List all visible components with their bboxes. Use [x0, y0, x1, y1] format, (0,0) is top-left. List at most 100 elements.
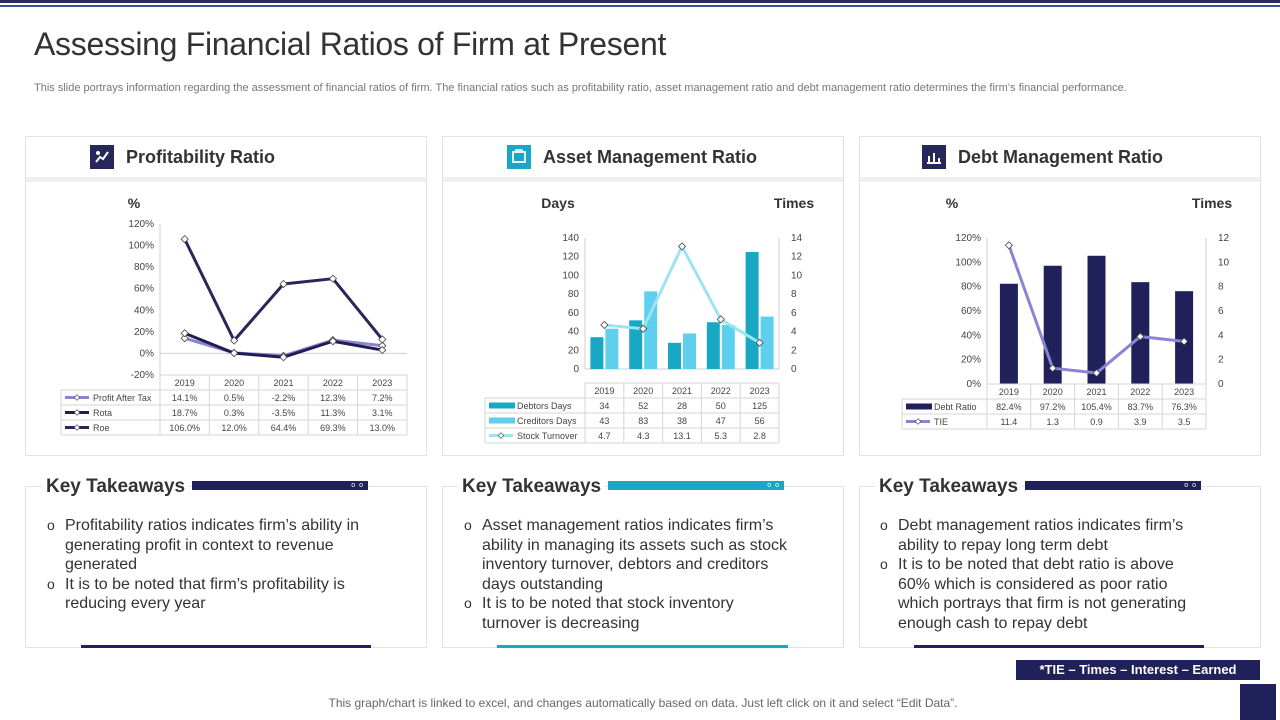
data-label: 13.0% — [370, 423, 396, 433]
data-point-tie — [1136, 332, 1145, 341]
data-point-rota — [378, 345, 387, 355]
data-label: 47 — [716, 416, 726, 426]
category-label: 2019 — [999, 387, 1019, 397]
panel-title: Debt Management Ratio — [958, 147, 1164, 167]
data-label: 28 — [677, 401, 687, 411]
y2-tick-label: 2 — [1218, 355, 1224, 366]
data-point-tie — [1179, 337, 1189, 346]
y-tick-label: 120% — [955, 233, 981, 244]
panel-header: Profitability Ratio — [26, 137, 426, 182]
bar-creditors-days — [760, 316, 774, 369]
takeaways-underline — [497, 645, 788, 648]
y-axis-label: % — [946, 195, 959, 211]
bar-debt-ratio — [999, 283, 1018, 384]
data-label: -2.2% — [272, 393, 296, 403]
y-tick-label: 120 — [562, 252, 579, 263]
series-line-roe — [183, 238, 384, 342]
category-label: 2020 — [224, 378, 244, 388]
legend-label: Creditors Days — [517, 416, 577, 426]
data-label: 64.4% — [271, 423, 297, 433]
profitability-chart[interactable]: % 120% 100% 80% 60% 40% 20% 0% -20% 2019 2020 2021 2… — [26, 137, 426, 455]
bar-creditors-days — [721, 325, 735, 369]
bar-debtors-days — [668, 342, 681, 369]
data-label: 76.3% — [1171, 402, 1197, 412]
data-label: 13.1 — [673, 431, 691, 441]
y-tick-label: 80 — [568, 289, 580, 300]
bar-creditors-days — [644, 291, 658, 369]
data-label: 0.9 — [1090, 417, 1103, 427]
takeaways-title: Key Takeaways — [458, 476, 606, 498]
y2-tick-label: 2 — [791, 345, 797, 356]
data-point-stock-turnover — [639, 324, 648, 333]
takeaways-underline — [81, 645, 371, 648]
panel-header: Debt Management Ratio — [860, 137, 1260, 182]
y2-tick-label: 4 — [1218, 330, 1224, 341]
y-tick-label: 40% — [961, 330, 981, 341]
data-label: 14.1% — [172, 393, 198, 403]
y-tick-label: 140 — [562, 233, 579, 244]
data-label: 2.8 — [753, 431, 766, 441]
legend-label: Profit After Tax — [93, 393, 152, 403]
y2-axis-label: Times — [1192, 195, 1232, 211]
data-point-profit-after-tax — [180, 334, 189, 343]
data-label: 83 — [638, 416, 648, 426]
tie-note: *TIE – Times – Interest – Earned — [1016, 660, 1260, 680]
legend-marker-stock-turnover — [497, 432, 505, 439]
data-label: 34 — [599, 401, 609, 411]
asset-management-chart[interactable]: Days Times1401201008060402001412108642020… — [443, 137, 843, 455]
data-point-stock-turnover — [755, 338, 764, 347]
data-label: 4.7 — [598, 431, 611, 441]
data-point-roe — [328, 274, 338, 283]
legend-marker-rota — [73, 409, 81, 416]
data-point-roe — [378, 335, 387, 344]
bar-debtors-days — [706, 322, 720, 369]
data-label: 82.4% — [996, 402, 1022, 412]
y-tick-label: 60 — [568, 308, 580, 319]
y2-tick-label: 10 — [791, 270, 803, 281]
corner-block — [1240, 684, 1276, 720]
data-label: 43 — [599, 416, 609, 426]
data-label: 83.7% — [1128, 402, 1154, 412]
category-label: 2021 — [1086, 387, 1106, 397]
data-label: 97.2% — [1040, 402, 1066, 412]
bar-creditors-days — [683, 333, 696, 369]
top-accent-bar — [0, 0, 1280, 3]
dots-icon: o o — [1184, 482, 1197, 489]
footer-note: This graph/chart is linked to excel, and… — [328, 696, 958, 710]
category-label: 2021 — [273, 378, 293, 388]
takeaways-list: Asset management ratios indicates firm’s… — [462, 516, 792, 633]
data-label: 4.3 — [637, 431, 650, 441]
debt-management-chart[interactable]: % Times120%100%80%60%40%20%0%121086420201… — [860, 137, 1260, 455]
legend-label: Rota — [93, 408, 112, 418]
category-label: 2022 — [323, 378, 343, 388]
legend-label: TIE — [934, 417, 948, 427]
profitability-panel: Profitability Ratio % 120% 100% 80% 60% 40% 20… — [25, 136, 427, 456]
takeaways-underline — [914, 645, 1204, 648]
data-label: 5.3 — [715, 431, 728, 441]
data-point-rota — [279, 353, 288, 362]
data-label: 0.5% — [224, 393, 245, 403]
y2-tick-label: 10 — [1218, 257, 1230, 268]
y2-tick-label: 0 — [1218, 379, 1224, 390]
page-title: Assessing Financial Ratios of Firm at Pr… — [34, 26, 667, 62]
y-tick-label: 80% — [134, 262, 154, 273]
data-point-roe — [180, 234, 189, 244]
bar-debtors-days — [745, 252, 759, 369]
growth-icon — [90, 145, 114, 169]
y-tick-label: 40 — [568, 327, 580, 338]
y2-tick-label: 6 — [791, 308, 797, 319]
legend-key-debtors-days — [489, 402, 515, 409]
data-point-tie — [1004, 241, 1014, 250]
data-point-stock-turnover — [716, 315, 725, 324]
data-point-tie — [1092, 368, 1101, 378]
legend-marker-profit-after-tax — [73, 394, 81, 401]
asset-management-panel: Asset Management Ratio Days Times 140 120 10… — [442, 136, 844, 456]
y-axis-label: Days — [541, 195, 575, 211]
y-tick-label: 0% — [967, 379, 982, 390]
dots-icon: o o — [767, 482, 780, 489]
data-point-rota — [328, 337, 338, 346]
y2-axis-label: Times — [774, 195, 814, 211]
category-label: 2023 — [750, 386, 770, 396]
category-label: 2021 — [672, 386, 692, 396]
series-line-stock-turnover — [604, 244, 761, 345]
